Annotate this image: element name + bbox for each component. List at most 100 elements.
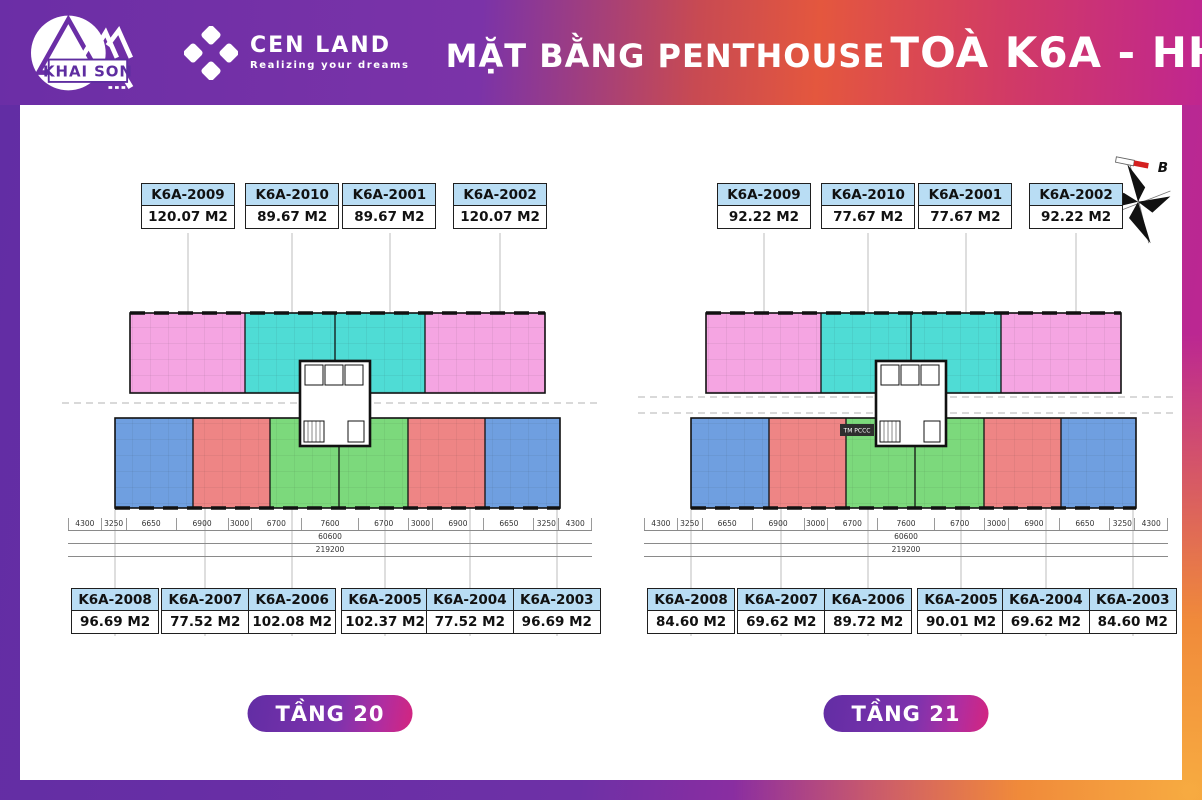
unit-area: 84.60 M2 [647,611,736,634]
dim-value: 4300 [644,518,678,530]
khai-son-logo: KHAI SON [31,14,134,90]
floor-plan-drawing-tang-21: TM PCCC [638,233,1174,636]
unit-area: 120.07 M2 [453,206,548,229]
unit-area: 77.67 M2 [918,206,1013,229]
unit-code: K6A-2008 [71,588,160,611]
unit-label: K6A-2006 89.72 M2 [824,588,913,634]
unit-area: 69.62 M2 [1001,611,1090,634]
page-header: KHAI SON CEN LAND Realizing your dreams … [0,0,1202,105]
floor-plan-drawing-tang-20 [62,233,598,636]
dim-value: 6650 [703,518,753,530]
unit-area: 77.52 M2 [425,611,514,634]
floor-badge-tang-21: TẦNG 21 [823,695,989,732]
unit-area: 89.72 M2 [824,611,913,634]
floor-badge-tang-20: TẦNG 20 [247,695,413,732]
dimension-row: 4300 3250 6650 6900 3000 6700 7600 6700 … [68,518,593,531]
dim-value: 3000 [409,518,433,530]
dim-value: 6650 [127,518,177,530]
unit-code: K6A-2003 [1088,588,1177,611]
floor-plan-panel-tang-21: K6A-2009 92.22 M2 K6A-2010 77.67 M2 K6A-… [636,183,1177,743]
unit-area: 120.07 M2 [140,206,235,229]
unit-area: 96.69 M2 [71,611,160,634]
unit-label: K6A-2002 120.07 M2 [453,183,548,229]
unit-code: K6A-2008 [647,588,736,611]
dim-value: 6900 [1009,518,1061,530]
dim-value: 6650 [484,518,535,530]
top-unit-labels: K6A-2009 120.07 M2 K6A-2010 89.67 M2 K6A… [60,183,600,233]
dim-value: 6900 [433,518,485,530]
unit-label: K6A-2007 77.52 M2 [161,588,250,634]
dim-total: 60600 [644,531,1168,544]
lower-wing [114,417,561,510]
dim-value: 6900 [753,518,805,530]
unit-code: K6A-2001 [918,183,1013,206]
floor-plans: K6A-2009 120.07 M2 K6A-2010 89.67 M2 K6A… [20,105,1182,780]
dim-value: 6700 [359,518,410,530]
floor-plan-panel-tang-20: K6A-2009 120.07 M2 K6A-2010 89.67 M2 K6A… [60,183,601,743]
unit-code: K6A-2005 [917,588,1006,611]
bottom-unit-labels: K6A-2008 84.60 M2 K6A-2007 69.62 M2 K6A-… [636,588,1177,638]
dim-value: 3250 [1110,518,1136,530]
khai-son-wordmark: KHAI SON [43,62,133,80]
core-label: TM PCCC [843,428,871,435]
dimension-strip: 4300 3250 6650 6900 3000 6700 7600 6700 … [644,518,1169,557]
unit-code: K6A-2007 [737,588,826,611]
central-core [298,359,372,448]
unit-area: 92.22 M2 [1029,206,1124,229]
central-core: TM PCCC [840,359,948,448]
unit-label: K6A-2009 92.22 M2 [716,183,811,229]
unit-area: 102.08 M2 [248,611,337,634]
unit-label: K6A-2005 102.37 M2 [341,588,430,634]
unit-area: 69.62 M2 [737,611,826,634]
dim-value: 4300 [559,518,593,530]
dimension-strip: 4300 3250 6650 6900 3000 6700 7600 6700 … [68,518,593,557]
unit-label: K6A-2006 102.08 M2 [248,588,337,634]
unit-code: K6A-2002 [453,183,548,206]
unit-code: K6A-2010 [821,183,916,206]
unit-label: K6A-2009 120.07 M2 [140,183,235,229]
unit-code: K6A-2009 [140,183,235,206]
dim-value: 6700 [935,518,986,530]
unit-area: 77.52 M2 [161,611,250,634]
unit-label: K6A-2005 90.01 M2 [917,588,1006,634]
unit-area: 89.67 M2 [245,206,340,229]
unit-label: K6A-2004 69.62 M2 [1001,588,1090,634]
unit-code: K6A-2001 [342,183,437,206]
dim-value: 3000 [805,518,828,530]
top-unit-labels: K6A-2009 92.22 M2 K6A-2010 77.67 M2 K6A-… [636,183,1176,233]
unit-label: K6A-2010 77.67 M2 [821,183,916,229]
dim-value: 6650 [1060,518,1111,530]
unit-label: K6A-2001 77.67 M2 [918,183,1013,229]
page-title: MẶT BẰNG PENTHOUSE TOÀ K6A - HH4 [446,28,1202,77]
unit-area: 77.67 M2 [821,206,916,229]
unit-label: K6A-2003 84.60 M2 [1088,588,1177,634]
dim-grand-total: 219200 [68,544,592,557]
mountains-icon [78,25,133,62]
unit-code: K6A-2004 [1001,588,1090,611]
bottom-unit-labels: K6A-2008 96.69 M2 K6A-2007 77.52 M2 K6A-… [60,588,601,638]
cen-land-wordmark: CEN LAND [250,33,391,58]
unit-label: K6A-2004 77.52 M2 [425,588,514,634]
dim-value: 7600 [878,518,936,530]
dim-value: 3250 [102,518,127,530]
unit-label: K6A-2001 89.67 M2 [342,183,437,229]
dim-value: 3250 [678,518,703,530]
unit-code: K6A-2005 [341,588,430,611]
unit-code: K6A-2010 [245,183,340,206]
title-bold: TOÀ K6A - HH4 [890,28,1202,77]
unit-code: K6A-2004 [425,588,514,611]
unit-area: 89.67 M2 [342,206,437,229]
unit-code: K6A-2006 [248,588,337,611]
unit-code: K6A-2003 [512,588,601,611]
unit-area: 90.01 M2 [917,611,1006,634]
cen-land-diamonds-icon [184,25,238,80]
dim-value: 6700 [828,518,878,530]
dim-value: 4300 [1135,518,1169,530]
unit-label: K6A-2003 96.69 M2 [512,588,601,634]
cen-land-logo: CEN LAND Realizing your dreams [184,25,410,80]
dimension-row: 4300 3250 6650 6900 3000 6700 7600 6700 … [644,518,1169,531]
title-regular: MẶT BẰNG PENTHOUSE [445,37,886,75]
dim-value: 6700 [252,518,302,530]
unit-code: K6A-2002 [1029,183,1124,206]
compass-north-label: B [1158,160,1168,176]
